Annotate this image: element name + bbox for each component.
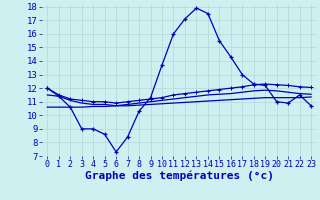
X-axis label: Graphe des températures (°c): Graphe des températures (°c) <box>85 171 274 181</box>
